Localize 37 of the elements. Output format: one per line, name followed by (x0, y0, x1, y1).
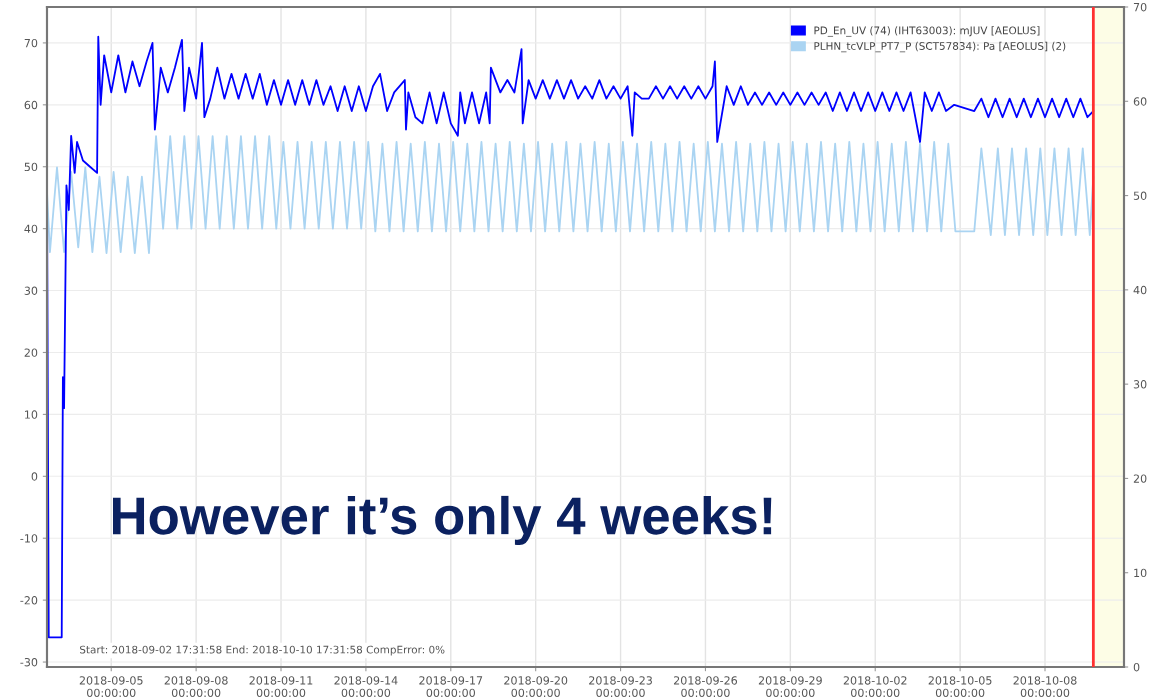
y2-tick-label: 20 (1133, 474, 1147, 483)
y2-tick-label: 50 (1133, 191, 1147, 200)
y-tick-label: 20 (24, 348, 38, 357)
x-tick-label: 2018-09-29 00:00:00 (758, 676, 822, 698)
annotation: Start: 2018-09-02 17:31:58 End: 2018-10-10 17:31:58 CompError: 0% (80, 645, 445, 656)
line-series (47, 35, 1095, 639)
y-tick-label: -30 (20, 658, 38, 667)
y-tick-label: 0 (31, 472, 38, 481)
x-tick-label: 2018-09-26 00:00:00 (673, 676, 738, 698)
y-tick-label: 10 (25, 410, 38, 419)
y2-tick-label: 70 (1133, 2, 1147, 12)
x-tick-label: 2018-09-08 00:00:00 (164, 676, 228, 698)
line-series (47, 135, 1095, 254)
y-tick-label: 50 (24, 162, 38, 172)
y-tick-label: 60 (24, 100, 38, 110)
y2-tick-label: 30 (1133, 380, 1147, 389)
x-tick-label: 2018-09-17 00:00:00 (419, 676, 483, 698)
y2-tick-label: 60 (1133, 97, 1147, 106)
y2-tick-label: 0 (1133, 662, 1140, 672)
annotation: However it’s only 4 weeks! (113, 495, 772, 546)
x-tick-label: 2018-10-08 00:00:00 (1013, 676, 1077, 698)
y-tick-label: -20 (20, 596, 38, 605)
legend-label: PLHN_tcVLP_PT7_P (SCT57834): Pa [AEOLUS] (2) (814, 41, 1066, 53)
x-tick-label: 2018-10-05 00:00:00 (928, 676, 992, 698)
y-tick-label: 40 (24, 224, 38, 234)
x-tick-label: 2018-09-23 00:00:00 (589, 676, 652, 698)
y-tick-label: 70 (24, 38, 38, 48)
y2-tick-label: 40 (1133, 285, 1147, 295)
x-tick-label: 2018-09-20 00:00:00 (504, 676, 568, 698)
x-tick-label: 2018-09-05 00:00:00 (79, 676, 143, 698)
x-tick-label: 2018-10-02 00:00:00 (843, 676, 907, 698)
y-tick-label: -10 (20, 534, 38, 543)
y-tick-label: 30 (24, 286, 38, 295)
x-tick-label: 2018-09-11 00:00:00 (249, 676, 313, 698)
legend-label: PD_En_UV (74) (IHT63003): mJUV [AEOLUS] (814, 26, 1040, 37)
y2-tick-label: 10 (1134, 568, 1147, 578)
x-tick-label: 2018-09-14 00:00:00 (334, 676, 398, 698)
